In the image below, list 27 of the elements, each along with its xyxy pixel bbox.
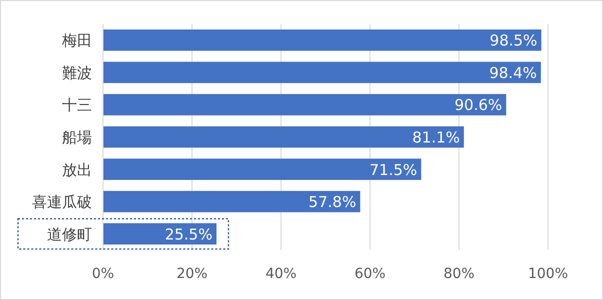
y-tick-label: 難波 (62, 64, 92, 82)
data-label: 71.5% (370, 160, 418, 179)
y-tick-label: 十三 (62, 96, 92, 114)
y-tick-label: 道修町 (47, 225, 92, 244)
y-tick-label: 船場 (62, 128, 92, 146)
x-tick-label: 20% (176, 266, 208, 282)
bar (103, 29, 542, 51)
bar (103, 223, 216, 245)
x-tick-label: 40% (265, 266, 297, 282)
bar (103, 158, 422, 180)
data-label: 98.4% (489, 64, 537, 82)
x-tick-label: 100% (528, 266, 568, 282)
x-tick-label: 60% (354, 266, 386, 282)
data-label: 90.6% (454, 96, 502, 114)
data-label: 98.5% (490, 32, 538, 50)
x-tick-label: 0% (92, 266, 114, 282)
y-tick-label: 喜連瓜破 (32, 193, 92, 212)
bar (103, 94, 506, 116)
bar (103, 126, 464, 148)
y-tick-label: 放出 (62, 160, 92, 179)
data-label: 25.5% (164, 225, 212, 244)
data-label: 57.8% (308, 193, 356, 212)
x-tick-label: 80% (443, 266, 475, 282)
data-label: 81.1% (412, 128, 460, 146)
bar (103, 62, 541, 84)
y-tick-label: 梅田 (61, 32, 92, 50)
bar (103, 190, 360, 212)
